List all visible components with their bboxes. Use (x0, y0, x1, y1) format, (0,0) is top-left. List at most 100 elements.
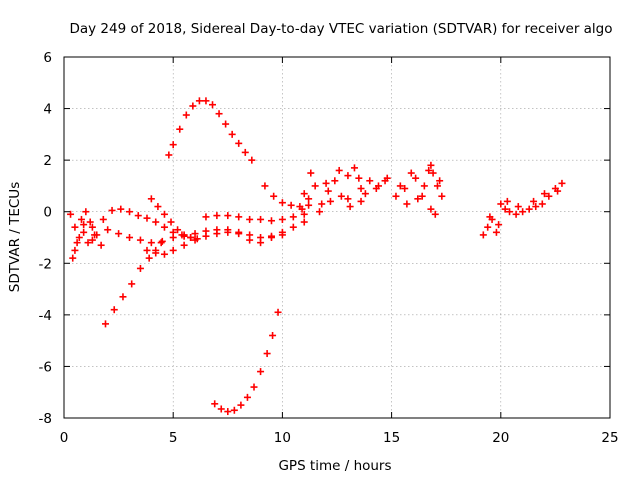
data-point (514, 203, 522, 211)
series-arc-peak (165, 97, 256, 164)
y-tick-label: -6 (39, 359, 52, 375)
data-point (97, 241, 105, 249)
data-point (119, 293, 127, 301)
data-point (80, 221, 88, 229)
data-point (512, 210, 520, 218)
data-point (257, 215, 265, 223)
data-point (433, 182, 441, 190)
chart-title: Day 249 of 2018, Sidereal Day-to-day VTE… (69, 21, 612, 37)
data-point (420, 182, 428, 190)
data-point (224, 408, 232, 416)
data-point (115, 230, 123, 238)
data-point (331, 177, 339, 185)
data-point (235, 139, 243, 147)
data-point (88, 236, 96, 244)
data-point (165, 151, 173, 159)
series-trace-crossing (202, 210, 308, 225)
data-point (235, 213, 243, 221)
data-point (160, 210, 168, 218)
data-point (88, 223, 96, 231)
x-tick-label: 20 (492, 430, 509, 446)
data-point (532, 203, 540, 211)
x-axis-label: GPS time / hours (278, 458, 391, 474)
data-point (154, 203, 162, 211)
x-tick-label: 10 (274, 430, 291, 446)
y-tick-label: 6 (43, 50, 52, 66)
data-point (530, 197, 538, 205)
data-point (143, 214, 151, 222)
data-point (322, 179, 330, 187)
data-point (366, 177, 374, 185)
data-point (86, 218, 94, 226)
data-point (350, 164, 358, 172)
x-tick-label: 15 (383, 430, 400, 446)
data-point (246, 236, 254, 244)
data-point (84, 239, 92, 247)
data-point (257, 368, 265, 376)
data-point (267, 234, 275, 241)
data-point (305, 201, 313, 209)
data-point (157, 239, 165, 247)
data-point (224, 228, 232, 236)
data-point (392, 192, 400, 200)
data-points (67, 97, 566, 416)
data-point (167, 218, 175, 226)
data-point (230, 406, 238, 414)
data-point (169, 234, 177, 241)
data-point (289, 223, 297, 231)
data-point (241, 148, 249, 156)
y-tick-label: -2 (39, 256, 52, 272)
data-point (278, 215, 286, 223)
data-point (401, 185, 409, 193)
data-point (492, 228, 500, 236)
data-point (427, 205, 435, 213)
data-point (101, 320, 109, 328)
data-point (335, 166, 343, 174)
data-point (99, 215, 107, 223)
data-point (495, 221, 503, 229)
data-point (427, 161, 435, 169)
data-point (337, 192, 345, 200)
data-point (211, 400, 219, 408)
data-point (73, 239, 81, 247)
data-point (187, 234, 195, 241)
data-point (346, 203, 354, 211)
data-point (237, 401, 245, 409)
grid (64, 57, 610, 418)
data-point (143, 246, 151, 254)
data-point (104, 226, 112, 234)
data-point (300, 218, 308, 226)
data-point (191, 230, 199, 238)
data-point (158, 237, 166, 245)
data-point (217, 405, 225, 413)
data-point (407, 169, 415, 177)
data-point (414, 195, 422, 203)
data-point (126, 208, 134, 216)
data-point (71, 246, 79, 254)
data-point (558, 179, 566, 187)
series-trace-diagonal (147, 195, 201, 243)
data-point (136, 236, 144, 244)
data-point (215, 110, 223, 118)
data-point (160, 223, 168, 231)
y-tick-label: 2 (43, 153, 52, 169)
data-point (289, 213, 297, 221)
data-point (169, 246, 177, 254)
data-point (540, 190, 548, 198)
data-point (486, 213, 494, 221)
series-arc-trough (211, 308, 282, 416)
data-point (222, 120, 230, 128)
data-point (193, 235, 201, 243)
data-point (250, 383, 258, 391)
data-point (147, 195, 155, 203)
data-point (224, 212, 232, 220)
x-tick-label: 25 (601, 430, 618, 446)
data-point (263, 350, 271, 358)
data-point (497, 200, 505, 208)
data-point (267, 217, 275, 225)
x-tick-label: 0 (60, 430, 69, 446)
data-point (202, 97, 210, 105)
data-point (147, 239, 155, 247)
data-point (298, 205, 306, 213)
data-point (80, 228, 88, 236)
